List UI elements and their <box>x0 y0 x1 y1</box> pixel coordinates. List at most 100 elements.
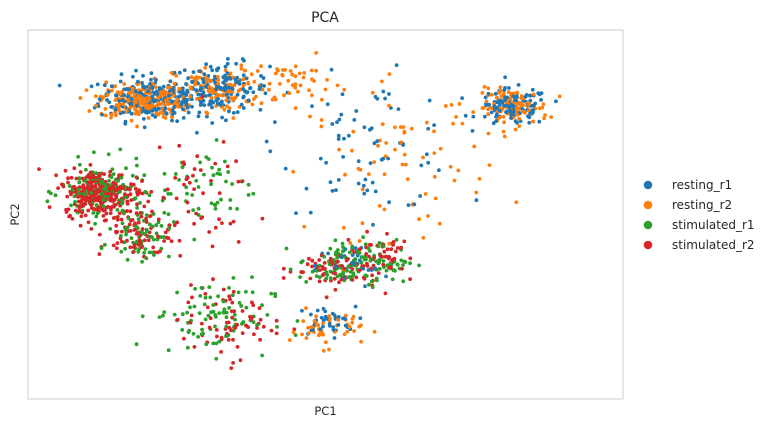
scatter-point-resting_r2 <box>113 111 118 116</box>
scatter-point-resting_r2 <box>159 90 164 95</box>
scatter-point-resting_r2 <box>325 78 329 82</box>
scatter-point-resting_r1 <box>358 316 363 321</box>
scatter-point-stimulated_r2 <box>235 322 240 327</box>
scatter-point-resting_r1 <box>259 74 263 78</box>
scatter-point-resting_r2 <box>140 101 145 106</box>
scatter-point-resting_r2 <box>541 102 546 107</box>
scatter-point-resting_r2 <box>206 88 211 93</box>
scatter-point-resting_r2 <box>189 75 194 79</box>
legend-marker-resting_r1 <box>643 180 653 190</box>
scatter-point-stimulated_r2 <box>335 260 339 264</box>
scatter-point-resting_r1 <box>153 91 158 96</box>
scatter-point-stimulated_r2 <box>292 327 297 332</box>
scatter-point-resting_r1 <box>321 324 325 329</box>
scatter-point-resting_r1 <box>497 108 502 113</box>
scatter-point-stimulated_r1 <box>148 234 153 239</box>
scatter-point-resting_r1 <box>122 93 126 97</box>
scatter-point-stimulated_r2 <box>231 219 236 224</box>
scatter-point-resting_r2 <box>231 116 236 120</box>
scatter-point-stimulated_r2 <box>219 350 224 354</box>
scatter-point-resting_r2 <box>128 105 133 110</box>
scatter-point-resting_r1 <box>383 96 387 101</box>
scatter-point-resting_r1 <box>242 58 246 63</box>
scatter-point-resting_r2 <box>188 94 193 99</box>
scatter-point-resting_r1 <box>495 112 499 117</box>
scatter-point-resting_r1 <box>170 108 175 113</box>
scatter-point-stimulated_r2 <box>236 240 241 244</box>
scatter-point-resting_r1 <box>182 68 187 73</box>
scatter-point-resting_r2 <box>513 91 517 96</box>
scatter-point-resting_r1 <box>460 96 464 100</box>
scatter-point-resting_r2 <box>417 217 421 222</box>
scatter-point-resting_r2 <box>84 88 89 92</box>
scatter-point-stimulated_r2 <box>400 266 404 271</box>
scatter-point-stimulated_r1 <box>142 250 147 255</box>
scatter-point-stimulated_r2 <box>134 211 139 216</box>
scatter-point-resting_r1 <box>141 84 146 89</box>
scatter-point-stimulated_r2 <box>251 303 256 307</box>
scatter-point-resting_r2 <box>486 112 491 117</box>
scatter-point-resting_r1 <box>268 149 273 154</box>
scatter-point-stimulated_r1 <box>324 276 329 281</box>
scatter-point-stimulated_r2 <box>111 180 116 185</box>
scatter-point-resting_r2 <box>113 84 117 88</box>
scatter-point-resting_r1 <box>185 97 190 102</box>
scatter-point-resting_r1 <box>335 120 339 124</box>
scatter-point-resting_r1 <box>528 93 533 98</box>
scatter-point-resting_r1 <box>318 327 323 332</box>
scatter-point-stimulated_r1 <box>384 268 389 273</box>
scatter-point-resting_r1 <box>225 71 230 76</box>
scatter-point-stimulated_r2 <box>80 176 85 181</box>
scatter-point-stimulated_r2 <box>132 245 137 250</box>
scatter-point-stimulated_r2 <box>192 345 197 349</box>
scatter-point-resting_r1 <box>176 95 181 99</box>
scatter-point-stimulated_r2 <box>116 176 121 181</box>
scatter-point-stimulated_r2 <box>402 239 407 244</box>
scatter-point-stimulated_r2 <box>246 325 251 329</box>
scatter-point-stimulated_r2 <box>111 243 116 248</box>
scatter-point-resting_r1 <box>503 86 507 90</box>
scatter-point-resting_r2 <box>239 66 244 71</box>
scatter-point-stimulated_r2 <box>169 239 174 244</box>
scatter-point-resting_r1 <box>268 64 272 69</box>
scatter-point-stimulated_r2 <box>333 271 338 276</box>
scatter-point-resting_r1 <box>194 88 199 92</box>
scatter-point-stimulated_r2 <box>209 179 213 183</box>
scatter-point-stimulated_r2 <box>231 337 235 342</box>
scatter-point-stimulated_r2 <box>136 220 141 225</box>
scatter-point-stimulated_r2 <box>227 294 232 299</box>
scatter-point-stimulated_r1 <box>118 147 123 152</box>
scatter-point-stimulated_r1 <box>120 201 124 206</box>
scatter-point-stimulated_r1 <box>332 268 337 273</box>
scatter-point-resting_r2 <box>487 163 492 168</box>
scatter-point-stimulated_r2 <box>240 179 245 184</box>
scatter-point-stimulated_r1 <box>142 173 147 178</box>
scatter-point-resting_r2 <box>163 115 168 120</box>
scatter-point-stimulated_r2 <box>102 172 106 177</box>
scatter-point-resting_r1 <box>263 91 268 96</box>
scatter-point-resting_r1 <box>341 155 345 159</box>
scatter-point-stimulated_r2 <box>146 199 151 204</box>
scatter-point-stimulated_r2 <box>240 309 245 313</box>
scatter-point-resting_r2 <box>308 114 312 119</box>
scatter-point-stimulated_r2 <box>234 159 239 164</box>
scatter-point-resting_r2 <box>150 103 155 108</box>
scatter-point-stimulated_r2 <box>376 271 381 275</box>
scatter-point-resting_r1 <box>100 112 104 117</box>
scatter-point-stimulated_r2 <box>346 237 351 242</box>
scatter-point-stimulated_r1 <box>200 327 205 332</box>
scatter-point-resting_r2 <box>291 330 296 335</box>
scatter-point-resting_r1 <box>95 82 100 87</box>
scatter-point-resting_r1 <box>241 87 246 91</box>
scatter-point-stimulated_r1 <box>167 226 172 231</box>
scatter-point-resting_r1 <box>117 99 121 103</box>
scatter-point-stimulated_r1 <box>408 261 412 266</box>
scatter-point-resting_r2 <box>310 93 314 98</box>
scatter-point-stimulated_r2 <box>135 230 140 235</box>
scatter-point-resting_r2 <box>542 116 546 121</box>
scatter-point-resting_r2 <box>486 107 490 112</box>
scatter-point-resting_r2 <box>384 141 389 145</box>
scatter-point-stimulated_r1 <box>152 253 156 257</box>
scatter-point-resting_r1 <box>196 92 201 97</box>
scatter-point-stimulated_r2 <box>299 270 304 275</box>
